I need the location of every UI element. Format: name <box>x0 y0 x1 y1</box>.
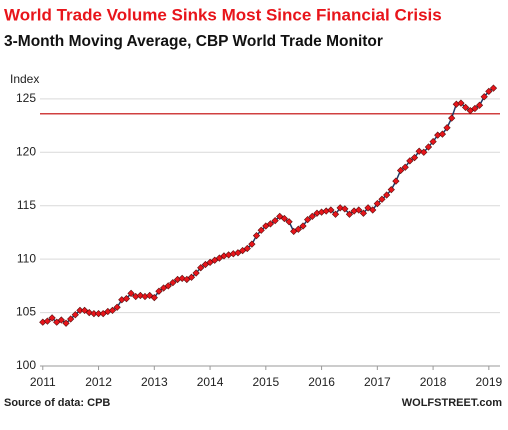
data-marker <box>304 215 312 224</box>
y-tick-label: 100 <box>16 358 36 372</box>
x-tick-label: 2017 <box>364 375 391 389</box>
data-marker <box>424 143 433 151</box>
data-marker <box>387 186 395 194</box>
data-marker <box>355 206 363 214</box>
data-marker <box>331 210 340 218</box>
data-marker <box>480 93 488 101</box>
x-tick-label: 2015 <box>252 375 279 389</box>
data-marker <box>57 316 65 324</box>
data-marker <box>48 314 56 322</box>
data-marker <box>475 101 484 109</box>
data-marker <box>280 214 289 223</box>
x-tick-label: 2013 <box>141 375 168 389</box>
data-marker <box>378 195 386 203</box>
data-marker <box>243 244 251 253</box>
data-marker <box>392 177 400 185</box>
x-tick-label: 2014 <box>197 375 224 389</box>
data-marker <box>461 103 470 112</box>
data-marker <box>113 303 121 311</box>
data-marker <box>406 157 414 165</box>
credit: WOLFSTREET.com <box>402 397 502 409</box>
data-marker <box>415 147 423 155</box>
data-marker <box>401 163 409 171</box>
data-marker <box>257 226 265 234</box>
data-marker <box>43 317 52 325</box>
data-marker <box>276 212 284 221</box>
data-marker <box>248 240 256 248</box>
data-marker <box>155 287 163 295</box>
y-axis-label: Index <box>10 72 39 86</box>
data-marker <box>489 84 498 92</box>
data-marker <box>122 295 131 303</box>
data-marker <box>294 225 302 233</box>
data-marker <box>169 279 177 287</box>
data-marker <box>308 212 316 221</box>
data-marker <box>136 291 144 300</box>
x-tick-label: 2018 <box>420 375 447 389</box>
chart-subtitle: 3-Month Moving Average, CBP World Trade … <box>4 33 383 50</box>
data-marker <box>271 217 279 225</box>
y-tick-label: 105 <box>16 305 36 319</box>
data-marker <box>108 306 117 315</box>
data-marker <box>373 199 381 208</box>
y-tick-label: 125 <box>16 91 36 105</box>
data-marker <box>345 210 354 218</box>
chart-title: World Trade Volume Sinks Most Since Fina… <box>4 5 442 24</box>
data-marker <box>299 222 307 230</box>
data-marker <box>410 154 419 162</box>
data-marker <box>150 293 158 302</box>
x-tick-label: 2016 <box>308 375 335 389</box>
data-marker <box>62 319 70 327</box>
data-marker <box>266 220 275 228</box>
data-marker <box>67 315 75 323</box>
data-marker <box>383 191 391 199</box>
data-marker <box>327 206 335 214</box>
data-marker <box>187 273 196 281</box>
data-marker <box>127 289 135 297</box>
data-marker <box>438 130 447 138</box>
data-marker <box>448 114 456 122</box>
x-tick-label: 2011 <box>30 375 56 389</box>
data-marker <box>369 206 377 214</box>
data-marker <box>71 311 79 319</box>
data-marker <box>192 269 200 277</box>
data-marker <box>457 99 465 107</box>
data-marker <box>359 209 368 217</box>
data-marker <box>341 205 349 213</box>
data-marker <box>285 218 293 226</box>
data-marker <box>429 137 437 146</box>
y-tick-label: 120 <box>16 144 36 158</box>
data-marker <box>252 232 261 240</box>
data-marker <box>471 104 479 113</box>
source: Source of data: CPB <box>4 397 110 409</box>
data-marker <box>197 264 205 272</box>
y-tick-label: 115 <box>17 198 36 212</box>
data-marker <box>396 166 405 175</box>
x-tick-label: 2019 <box>475 375 502 389</box>
data-marker <box>420 148 428 156</box>
y-tick-label: 110 <box>17 251 36 265</box>
data-marker <box>485 87 493 95</box>
x-tick-label: 2012 <box>85 375 112 389</box>
data-marker <box>164 282 172 290</box>
data-marker <box>443 124 451 132</box>
